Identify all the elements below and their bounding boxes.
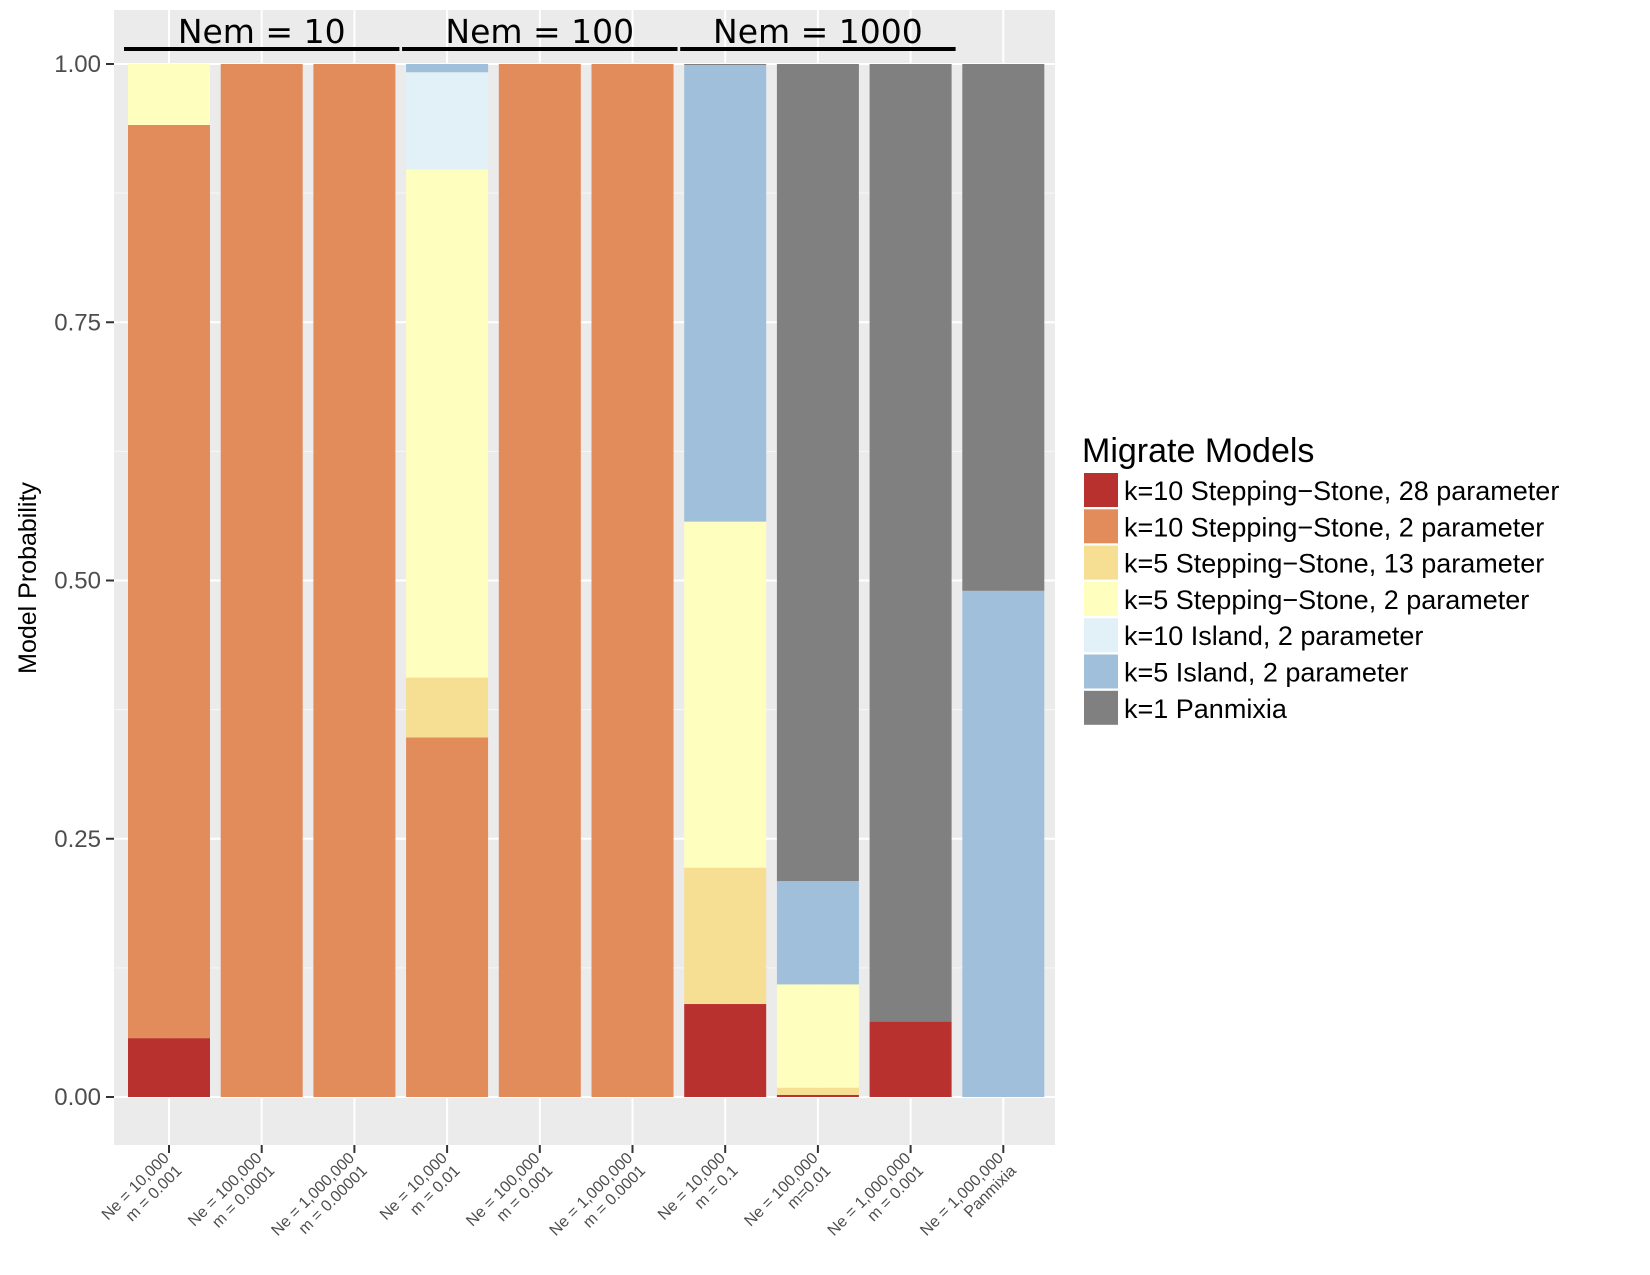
- legend-label: k=5 Stepping−Stone, 13 parameter: [1124, 549, 1544, 579]
- y-tick-label: 0.75: [54, 309, 101, 336]
- bar-segment: [220, 64, 303, 1097]
- bar-segment: [962, 64, 1045, 591]
- legend-label: k=10 Island, 2 parameter: [1124, 621, 1423, 651]
- bar-segment: [684, 867, 767, 1005]
- bar-segment: [128, 124, 210, 1039]
- bar-segment: [128, 1038, 210, 1097]
- y-tick-label: 0.25: [54, 826, 101, 853]
- bar-segment: [869, 64, 952, 1022]
- legend-label: k=5 Island, 2 parameter: [1124, 658, 1408, 688]
- bar-segment: [406, 737, 489, 1097]
- bar-segment: [684, 65, 767, 522]
- legend-label: k=1 Panmixia: [1124, 694, 1288, 724]
- y-axis-title: Model Probability: [14, 482, 42, 674]
- bar-segment: [406, 169, 489, 678]
- bar-segment: [684, 521, 767, 868]
- legend-swatch: [1084, 473, 1118, 507]
- legend-title: Migrate Models: [1082, 432, 1314, 470]
- bar-segment: [684, 1004, 767, 1097]
- legend-swatch: [1084, 654, 1118, 689]
- bar-segment: [776, 881, 859, 985]
- y-tick-label: 1.00: [54, 51, 101, 78]
- bar-segment: [869, 1021, 952, 1097]
- y-tick-label: 0.00: [54, 1084, 101, 1111]
- group-label: Nem = 1000: [713, 12, 923, 51]
- group-label: Nem = 10: [178, 12, 346, 51]
- bar-segment: [684, 64, 767, 66]
- legend: Migrate Models k=10 Stepping−Stone, 28 pa…: [1082, 432, 1559, 725]
- legend-swatch: [1084, 545, 1118, 580]
- bar-segment: [962, 590, 1045, 1097]
- legend-label: k=10 Stepping−Stone, 2 parameter: [1124, 512, 1544, 542]
- legend-swatch: [1084, 618, 1118, 653]
- legend-label: k=5 Stepping−Stone, 2 parameter: [1124, 585, 1529, 615]
- y-tick-label: 0.50: [54, 568, 101, 595]
- bar-segment: [498, 64, 581, 1097]
- group-label: Nem = 100: [445, 12, 634, 51]
- bar-segment: [313, 64, 396, 1097]
- bar-segment: [776, 1087, 859, 1095]
- bar-segment: [406, 64, 489, 73]
- bar-segment: [776, 984, 859, 1088]
- bar-segment: [128, 64, 210, 125]
- bars: [128, 64, 1045, 1097]
- bar-segment: [406, 72, 489, 170]
- legend-label: k=10 Stepping−Stone, 28 parameter: [1124, 476, 1559, 506]
- bar-segment: [591, 64, 674, 1097]
- legend-swatch: [1084, 581, 1118, 616]
- legend-swatch: [1084, 690, 1118, 725]
- legend-swatch: [1084, 509, 1118, 544]
- bar-segment: [406, 677, 489, 738]
- bar-segment: [776, 1094, 859, 1097]
- bar-segment: [776, 64, 859, 882]
- group-annotations: Nem = 10 Nem = 100 Nem = 1000: [124, 12, 956, 51]
